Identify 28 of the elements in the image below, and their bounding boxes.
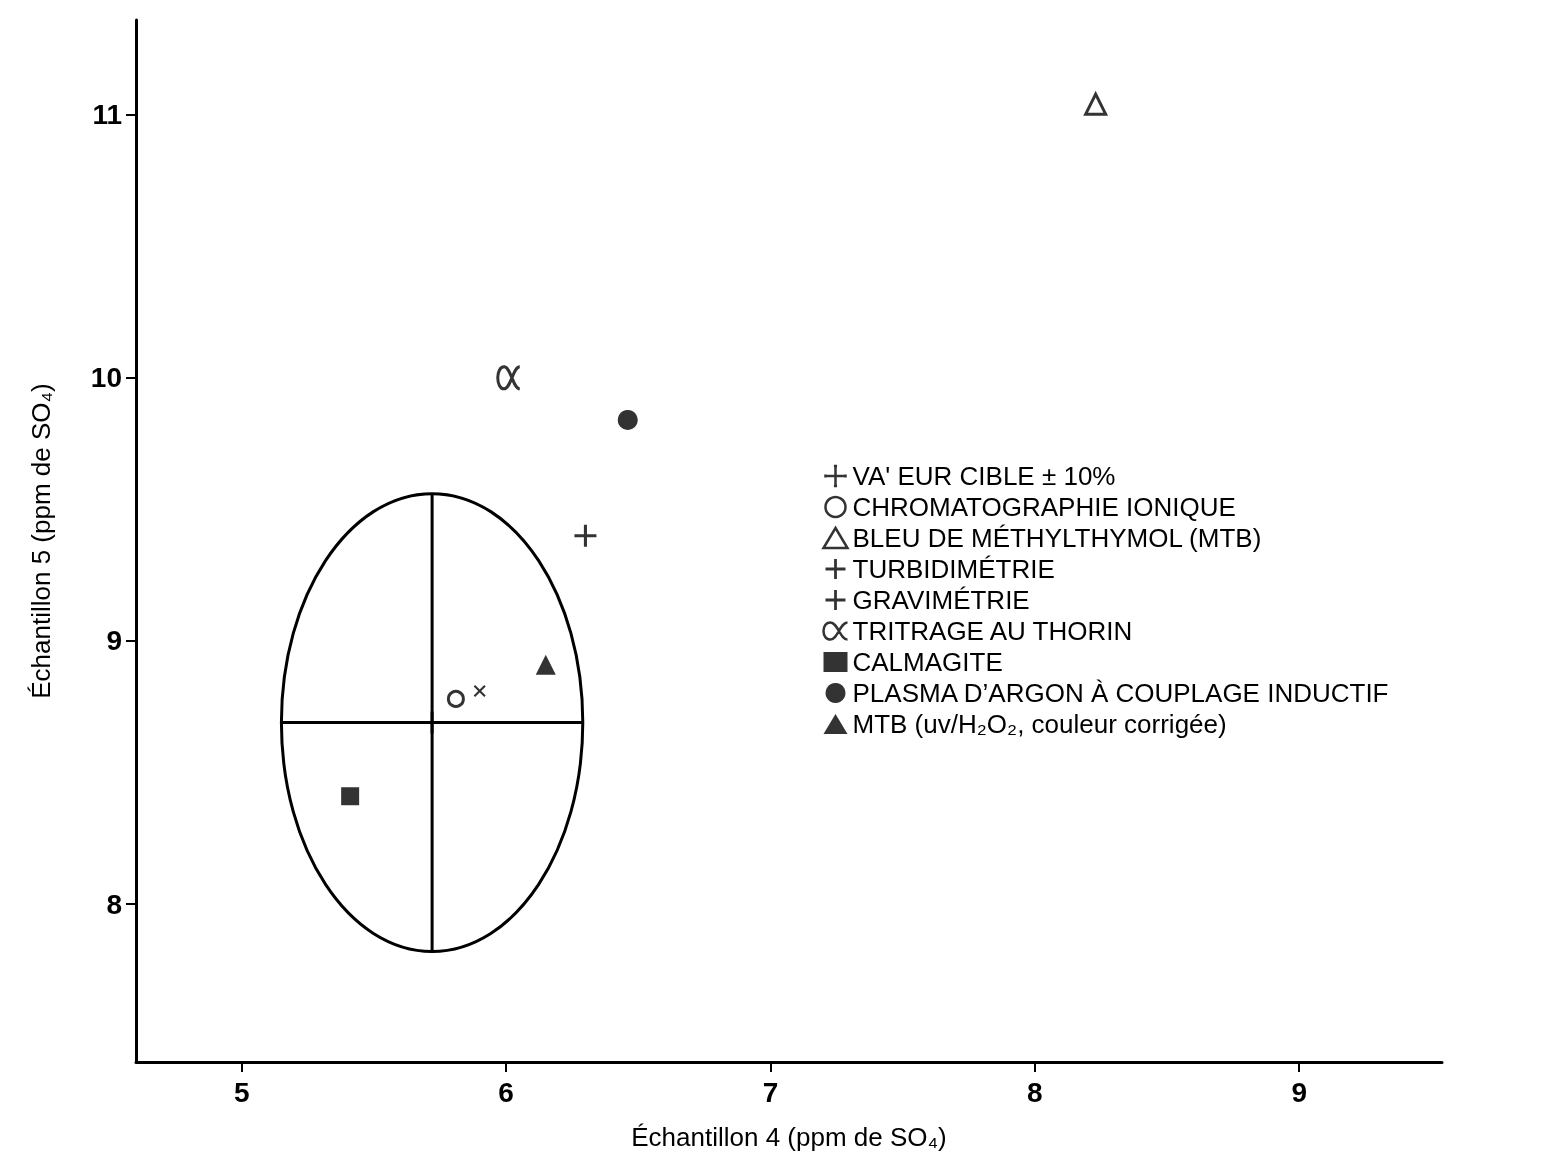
legend-label: MTB (uv/H₂O₂, couleur corrigée)	[852, 709, 1227, 739]
point	[617, 409, 638, 430]
point	[473, 684, 486, 698]
point	[535, 654, 556, 675]
point	[574, 524, 597, 547]
y-tick-label: 8	[106, 888, 122, 920]
point	[446, 689, 465, 708]
legend-label: BLEU DE MÉTHYLTHYMOL (MTB)	[852, 523, 1262, 553]
point	[1083, 90, 1108, 116]
legend-label: VA' EUR CIBLE ± 10%	[852, 461, 1116, 491]
legend-label: CHROMATOGRAPHIE IONIQUE	[852, 492, 1236, 522]
x-tick-label: 6	[498, 1076, 514, 1108]
x-axis-title: Échantillon 4 (ppm de SO₄)	[631, 1122, 947, 1152]
legend-label: TRITRAGE AU THORIN	[852, 616, 1133, 646]
legend-label: CALMAGITE	[852, 647, 1003, 677]
point	[341, 787, 360, 806]
y-tick-label: 11	[92, 99, 122, 131]
point	[496, 365, 522, 391]
legend-label: GRAVIMÉTRIE	[852, 585, 1030, 615]
y-axis-title: Échantillon 5 (ppm de SO₄)	[26, 383, 56, 699]
y-tick-label: 9	[106, 625, 122, 657]
x-tick-label: 8	[1027, 1076, 1043, 1108]
x-tick-label: 7	[762, 1076, 779, 1108]
x-tick-label: 5	[233, 1076, 250, 1108]
legend-label: TURBIDIMÉTRIE	[852, 554, 1055, 584]
y-tick-label: 10	[90, 362, 122, 394]
legend-label: PLASMA D’ARGON À COUPLAGE INDUCTIF	[852, 678, 1389, 708]
x-tick-label: 9	[1291, 1076, 1308, 1108]
